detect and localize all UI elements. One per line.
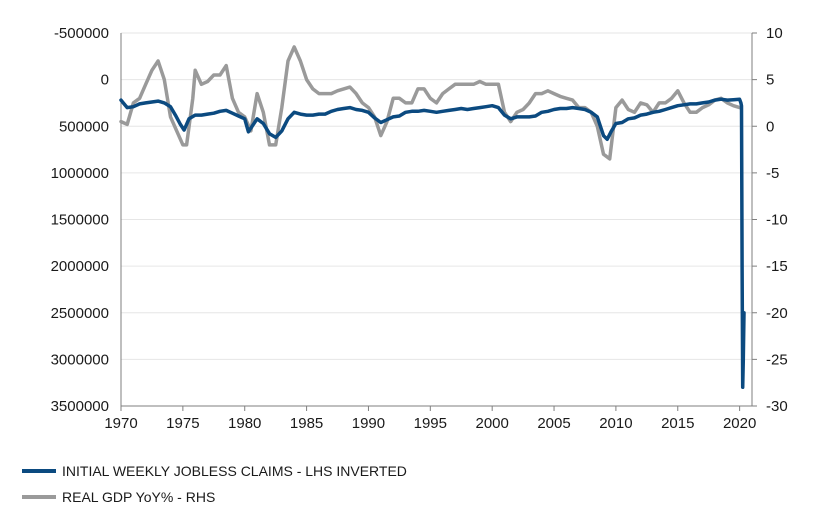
y-left-tick-label: -500000 — [54, 25, 109, 42]
y-left-tick-label: 3500000 — [51, 398, 109, 415]
y-left-tick-label: 2000000 — [51, 258, 109, 275]
y-right-tick-label: -15 — [766, 258, 788, 275]
y-left-tick-label: 500000 — [59, 118, 109, 135]
y-right-tick-label: 10 — [766, 25, 783, 42]
y-right-tick-label: -20 — [766, 305, 788, 322]
y-left-tick-label: 1000000 — [51, 165, 109, 182]
x-tick-label: 2005 — [537, 415, 570, 432]
legend-item-gdp: REAL GDP YoY% - RHS — [22, 484, 407, 510]
y-right-tick-label: -5 — [766, 165, 779, 182]
y-left-tick-label: 0 — [101, 72, 109, 89]
x-tick-label: 2020 — [723, 415, 756, 432]
legend-label-gdp: REAL GDP YoY% - RHS — [62, 489, 216, 505]
series-layer — [119, 45, 746, 390]
legend: INITIAL WEEKLY JOBLESS CLAIMS - LHS INVE… — [22, 458, 407, 510]
series-line-gdp — [119, 45, 742, 161]
gridlines — [121, 32, 752, 407]
x-tick-label: 2015 — [661, 415, 694, 432]
legend-swatch-gdp — [22, 495, 56, 499]
y-left-tick-label: 1500000 — [51, 212, 109, 229]
y-axis-left-ticks: -500000 0 500000 1000000 1500000 2000000 25000… — [51, 25, 109, 415]
y-left-tick-label: 3000000 — [51, 351, 109, 368]
x-axis-ticks: 1970 1975 1980 1985 1990 1995 2000 2005 2010 2015… — [104, 415, 756, 432]
x-tick-label: 2000 — [475, 415, 508, 432]
legend-label-claims: INITIAL WEEKLY JOBLESS CLAIMS - LHS INVE… — [62, 463, 407, 479]
y-right-tick-label: 5 — [766, 72, 774, 89]
x-tick-label: 1980 — [228, 415, 261, 432]
legend-swatch-claims — [22, 469, 56, 473]
x-tick-label: 1970 — [104, 415, 137, 432]
x-tick-label: 1990 — [352, 415, 385, 432]
axes — [120, 32, 757, 411]
y-right-tick-label: -10 — [766, 212, 788, 229]
y-right-tick-label: -30 — [766, 398, 788, 415]
x-tick-label: 2010 — [599, 415, 632, 432]
legend-item-claims: INITIAL WEEKLY JOBLESS CLAIMS - LHS INVE… — [22, 458, 407, 484]
y-right-tick-label: 0 — [766, 118, 774, 135]
y-axis-right-ticks: 10 5 0 -5 -10 -15 -20 -25 -30 — [766, 25, 788, 415]
y-left-tick-label: 2500000 — [51, 305, 109, 322]
x-tick-label: 1985 — [290, 415, 323, 432]
x-tick-label: 1995 — [414, 415, 447, 432]
y-right-tick-label: -25 — [766, 351, 788, 368]
x-tick-label: 1975 — [166, 415, 199, 432]
series-line-claims — [119, 97, 746, 390]
